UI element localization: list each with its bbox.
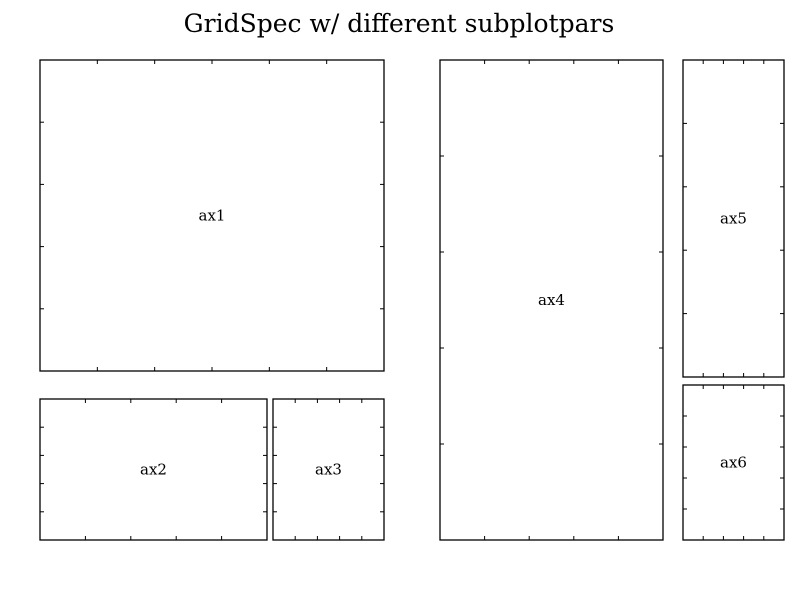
axes-label: ax6 [720, 454, 747, 472]
axes-ax2: ax2 [39, 398, 268, 541]
figure-title: GridSpec w/ different subplotpars [184, 9, 615, 38]
axes-ax3: ax3 [272, 398, 385, 541]
axes-label: ax1 [199, 207, 226, 225]
axes-label: ax4 [538, 291, 565, 309]
axes-label: ax5 [720, 210, 747, 228]
axes-frame [39, 59, 385, 372]
axes-frame [439, 59, 664, 541]
axes-frame [272, 398, 385, 541]
axes-ax1: ax1 [39, 59, 385, 372]
axes-ax5: ax5 [682, 59, 785, 378]
axes-frame [39, 398, 268, 541]
axes-frame [682, 59, 785, 378]
axes-label: ax2 [140, 461, 167, 479]
axes-label: ax3 [315, 461, 342, 479]
axes-ax6: ax6 [682, 384, 785, 541]
axes-ax4: ax4 [439, 59, 664, 541]
axes-frame [682, 384, 785, 541]
